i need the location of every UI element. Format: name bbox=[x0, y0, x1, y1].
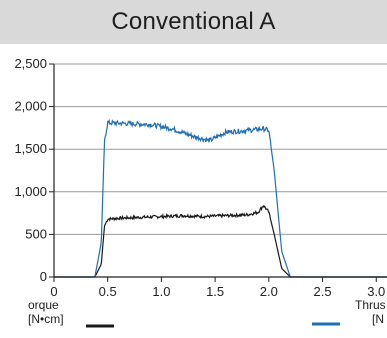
series-lines bbox=[54, 118, 387, 278]
legend-thrust-unit: [N bbox=[372, 312, 384, 326]
legend-thrust: Thrus [N bbox=[355, 298, 386, 326]
x-tick-label: 0.5 bbox=[99, 284, 117, 299]
y-tick-label: 500 bbox=[25, 226, 47, 241]
legend-torque-label: orque bbox=[28, 298, 59, 312]
y-tick-label: 1,500 bbox=[14, 141, 47, 156]
x-tick-label: 2.0 bbox=[260, 284, 278, 299]
legend-torque-unit: [N•cm] bbox=[28, 312, 64, 326]
y-tick-label: 0 bbox=[40, 269, 47, 284]
legend-thrust-label: Thrus bbox=[355, 298, 386, 312]
y-tick-label: 2,500 bbox=[14, 56, 47, 71]
chart-title-bar: Conventional A bbox=[0, 0, 387, 44]
x-tick-label: 2.5 bbox=[314, 284, 332, 299]
axes bbox=[49, 63, 387, 282]
legend-torque: orque [N•cm] bbox=[28, 298, 64, 326]
y-tick-label: 1,000 bbox=[14, 184, 47, 199]
series-line-thrust bbox=[54, 118, 387, 278]
legend-swatches bbox=[86, 322, 340, 328]
tick-labels: 0 500 1,000 1,500 2,000 2,500 0 0.5 1.0 1.5 2.0 2.5… bbox=[14, 56, 385, 299]
x-tick-label: 3.0 bbox=[367, 284, 385, 299]
chart-title: Conventional A bbox=[111, 8, 276, 35]
y-tick-label: 2,000 bbox=[14, 99, 47, 114]
series-line-torque bbox=[54, 204, 387, 278]
x-tick-label: 1.0 bbox=[152, 284, 170, 299]
x-tick-label: 1.5 bbox=[206, 284, 224, 299]
grid-lines bbox=[54, 63, 387, 235]
x-tick-label: 0 bbox=[50, 284, 57, 299]
